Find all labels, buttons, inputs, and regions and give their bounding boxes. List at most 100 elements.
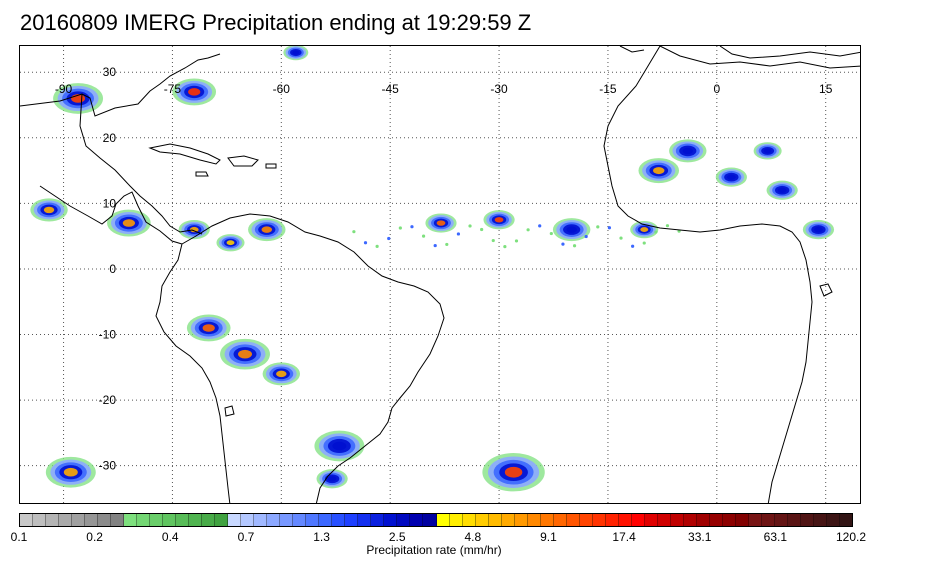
precip-speckle xyxy=(410,225,414,229)
colorbar xyxy=(19,513,853,527)
colorbar-swatch xyxy=(761,514,775,526)
colorbar-swatch xyxy=(644,514,658,526)
colorbar-swatch xyxy=(98,514,112,526)
lake-victoria xyxy=(819,283,833,297)
colorbar-tick-label: 4.8 xyxy=(464,530,482,544)
lake-titicaca xyxy=(224,405,235,417)
precip-speckle xyxy=(363,241,368,245)
precip-cell xyxy=(552,218,591,242)
colorbar-swatch xyxy=(618,514,632,526)
colorbar-swatch xyxy=(514,514,528,526)
precip-cell xyxy=(753,142,782,160)
colorbar-swatch xyxy=(46,514,60,526)
precip-cell xyxy=(669,139,707,163)
precipitation-layer xyxy=(30,46,835,492)
precip-cell xyxy=(178,220,210,240)
longitude-label: 0 xyxy=(713,82,720,96)
precip-cell xyxy=(107,209,151,237)
colorbar-swatch xyxy=(293,514,307,526)
colorbar-swatch xyxy=(787,514,801,526)
latitude-label: -20 xyxy=(99,393,117,407)
precip-cell xyxy=(216,234,245,252)
precip-speckle xyxy=(526,228,530,232)
colorbar-swatch xyxy=(33,514,47,526)
colorbar-swatch xyxy=(683,514,697,526)
precip-speckle xyxy=(468,224,472,228)
colorbar-swatch xyxy=(540,514,554,526)
colorbar-swatch xyxy=(358,514,372,526)
precip-speckle xyxy=(387,236,391,241)
map-frame: -90 -75 -60 -45 -30 -15 0 15 30 20 10 0 -10 -20 -30 xyxy=(19,45,861,504)
colorbar-swatch xyxy=(501,514,515,526)
coastline-central-america xyxy=(39,185,183,245)
precip-cell xyxy=(314,430,365,462)
precip-cell xyxy=(262,362,301,386)
precip-speckle xyxy=(433,243,437,248)
colorbar-swatch xyxy=(800,514,814,526)
colorbar-swatch xyxy=(85,514,99,526)
colorbar-tick-label: 2.5 xyxy=(388,530,406,544)
precip-speckle xyxy=(572,244,577,248)
colorbar-swatch xyxy=(774,514,788,526)
precip-speckle xyxy=(398,226,402,230)
coastline-jamaica xyxy=(195,171,209,177)
colorbar-swatch xyxy=(124,514,138,526)
precip-speckle xyxy=(654,230,658,234)
coastlines xyxy=(20,46,860,503)
precip-speckle xyxy=(491,238,495,243)
colorbar-swatch xyxy=(280,514,294,526)
latitude-label: 30 xyxy=(103,65,117,79)
precip-speckle xyxy=(375,244,379,248)
precip-cell xyxy=(53,83,104,114)
precipitation-map: -90 -75 -60 -45 -30 -15 0 15 30 20 10 0 -10 -20 -30 xyxy=(20,46,860,503)
colorbar-swatch xyxy=(150,514,164,526)
precip-speckle xyxy=(596,225,600,229)
coastline-hispaniola xyxy=(227,155,259,167)
colorbar-swatch xyxy=(670,514,684,526)
colorbar-tick-label: 0.2 xyxy=(86,530,103,544)
colorbar-swatch xyxy=(813,514,827,526)
colorbar-swatch xyxy=(696,514,710,526)
graticule xyxy=(20,46,860,503)
coastline-north-america xyxy=(20,53,221,235)
coastline-south-america xyxy=(155,213,445,503)
precip-cell xyxy=(220,338,270,370)
colorbar-swatch xyxy=(332,514,346,526)
colorbar-swatch xyxy=(267,514,281,526)
precip-speckle xyxy=(352,230,356,234)
colorbar-swatch xyxy=(449,514,463,526)
precip-cell xyxy=(482,453,545,492)
colorbar-swatch xyxy=(631,514,645,526)
colorbar-swatch xyxy=(592,514,606,526)
precip-cell xyxy=(425,213,457,233)
colorbar-swatch xyxy=(319,514,333,526)
precip-cell xyxy=(630,220,659,239)
precip-speckle xyxy=(561,242,565,246)
precip-cell xyxy=(186,314,231,342)
colorbar-swatch xyxy=(241,514,255,526)
precip-cell xyxy=(30,198,68,222)
precip-cell xyxy=(172,78,217,106)
colorbar-swatch xyxy=(345,514,359,526)
colorbar-swatch xyxy=(657,514,671,526)
longitude-label: -30 xyxy=(490,82,508,96)
latitude-label: 10 xyxy=(103,196,117,210)
precip-speckle xyxy=(445,242,449,247)
colorbar-swatch xyxy=(423,514,437,526)
colorbar-swatch xyxy=(371,514,385,526)
precip-speckle xyxy=(665,224,670,228)
colorbar-swatch xyxy=(306,514,320,526)
coastline-africa xyxy=(603,46,860,503)
colorbar-tick-label: 0.7 xyxy=(237,530,255,544)
latitude-label: -30 xyxy=(99,459,117,473)
colorbar-tick-label: 0.1 xyxy=(10,530,28,544)
colorbar-swatch xyxy=(527,514,541,526)
colorbar-swatch xyxy=(72,514,86,526)
colorbar-swatch xyxy=(384,514,398,526)
precip-cell xyxy=(802,220,835,240)
colorbar-tick-label: 17.4 xyxy=(612,530,636,544)
precip-speckle xyxy=(514,239,519,243)
precip-cell xyxy=(316,469,348,489)
colorbar-swatch xyxy=(410,514,424,526)
coastline-europe xyxy=(619,46,860,59)
